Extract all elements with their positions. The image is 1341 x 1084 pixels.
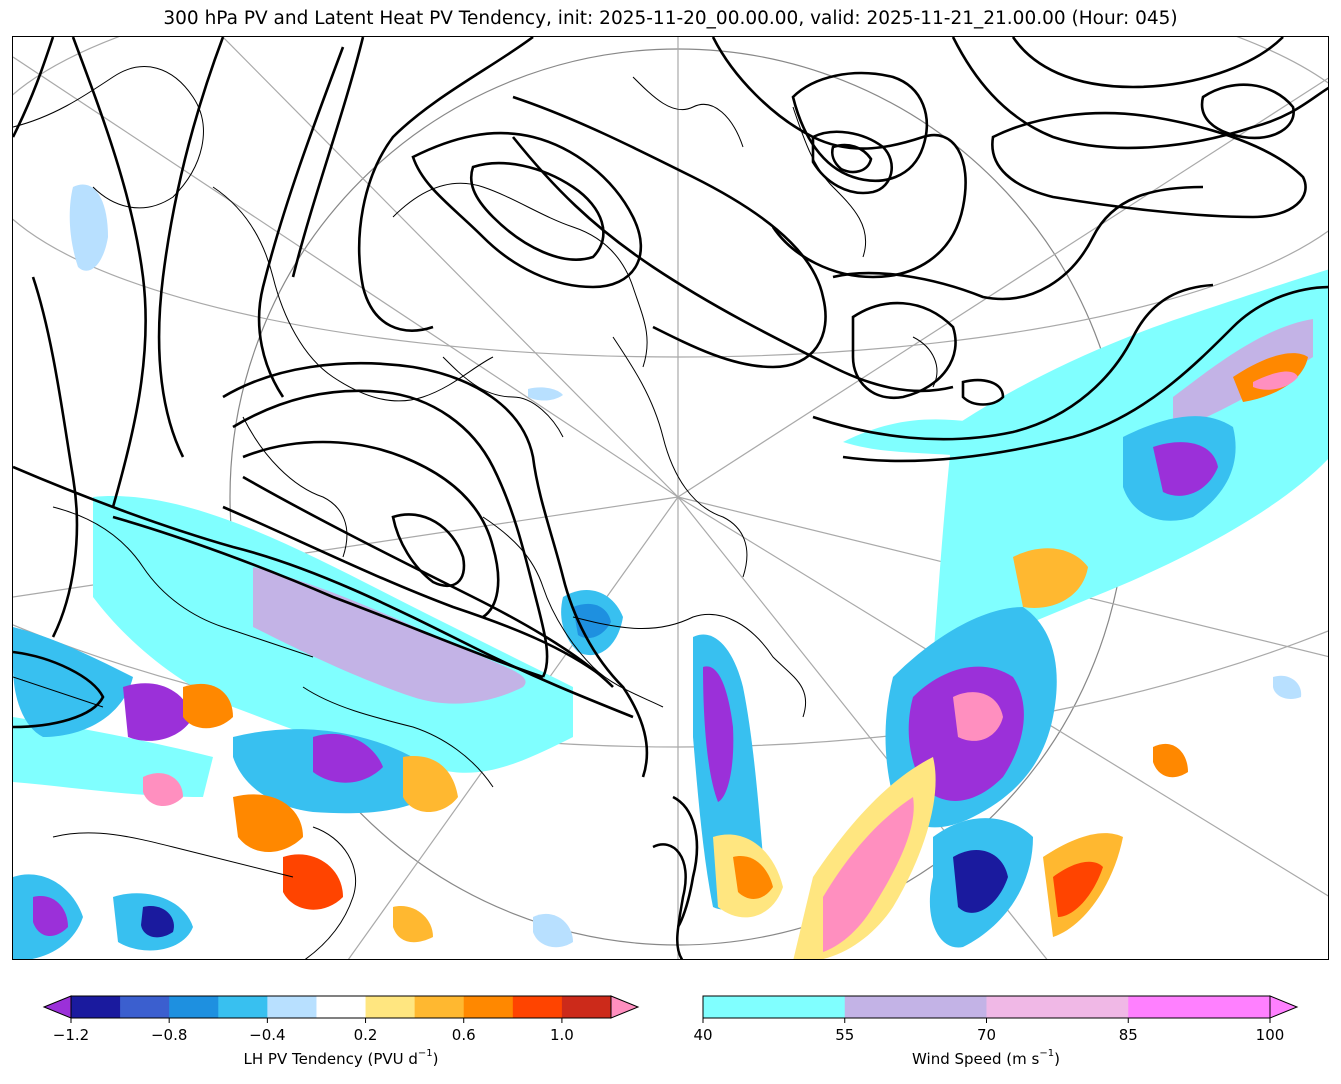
wind-colorbar-label: Wind Speed (m s−1): [912, 1048, 1060, 1068]
wind-label-close: ): [1054, 1050, 1060, 1068]
lh-label-text: LH PV Tendency (PVU d: [243, 1050, 418, 1068]
lh-pv-colorbar: [42, 995, 640, 1023]
wind-colorbar-swatches: [702, 995, 1299, 1023]
wind-over-triangle: [1269, 995, 1299, 1019]
lh-swatch: [463, 996, 514, 1018]
lh-tick-label: 1.0: [549, 1026, 574, 1044]
lh-swatch: [512, 996, 563, 1018]
wind-swatch: [986, 996, 1129, 1018]
map-panel: [12, 36, 1329, 960]
lh-colorbar-label: LH PV Tendency (PVU d−1): [243, 1048, 439, 1068]
lh-label-exp: −1: [417, 1048, 433, 1059]
coastlines: [13, 66, 938, 959]
map-canvas: [13, 37, 1328, 959]
wind-tick-label: 55: [835, 1026, 855, 1044]
lh-tick-label: 0.2: [353, 1026, 378, 1044]
wind-swatch: [703, 996, 846, 1018]
lh-swatch: [561, 996, 612, 1018]
lh-swatch: [218, 996, 268, 1018]
lh-colorbar-swatches: [42, 995, 640, 1023]
lh-tick-label: 0.6: [451, 1026, 476, 1044]
wind-label-text: Wind Speed (m s: [912, 1050, 1040, 1068]
lh-tick-label: −0.8: [150, 1026, 188, 1044]
lh-swatch: [71, 996, 121, 1018]
lh-swatch: [316, 996, 367, 1018]
wind-swatch: [844, 996, 987, 1018]
lh-swatch: [267, 996, 317, 1018]
plot-title: 300 hPa PV and Latent Heat PV Tendency, …: [163, 8, 1178, 29]
lh-tick-label: −0.4: [249, 1026, 286, 1044]
wind-label-exp: −1: [1039, 1048, 1055, 1059]
lh-swatch: [414, 996, 465, 1018]
lh-over-triangle: [610, 995, 640, 1019]
wind-speed-colorbar: [702, 995, 1299, 1023]
wind-tick-label: 70: [976, 1026, 997, 1044]
lh-frame: [70, 995, 612, 1019]
lh-under-triangle: [42, 995, 72, 1019]
lh-swatch: [365, 996, 416, 1018]
lh-pv-tendency: [13, 184, 1308, 959]
lh-swatch: [120, 996, 170, 1018]
lh-swatch: [169, 996, 219, 1018]
wind-tick-label: 100: [1255, 1026, 1285, 1044]
pv-contours: [13, 37, 1328, 928]
wind-swatch: [1128, 996, 1271, 1018]
wind-tick-label: 85: [1118, 1026, 1138, 1044]
lh-label-close: ): [432, 1050, 439, 1068]
wind-tick-label: 40: [693, 1026, 713, 1044]
lh-tick-label: −1.2: [52, 1026, 90, 1044]
